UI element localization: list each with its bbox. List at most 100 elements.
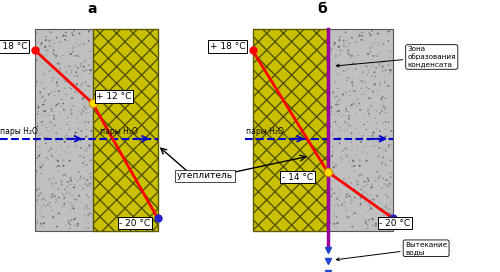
Point (44, 149, 52, 153)
Point (54, 61, 62, 66)
Point (357, 140, 365, 144)
Point (56, 153, 64, 157)
Point (46, 177, 54, 181)
Point (364, 177, 372, 181)
Point (369, 45, 377, 49)
Point (52, 34, 60, 38)
Point (358, 92, 366, 96)
Point (64, 80, 72, 85)
Point (38, 132, 46, 136)
Point (70, 182, 78, 187)
Point (365, 112, 373, 116)
Point (72, 114, 80, 118)
Point (386, 175, 394, 180)
Point (348, 149, 356, 153)
Point (85, 143, 93, 147)
Point (86, 146, 94, 150)
Point (37, 198, 45, 202)
Point (330, 211, 338, 216)
Point (82, 96, 90, 100)
Point (326, 122, 334, 126)
Point (386, 55, 394, 60)
Point (68, 218, 76, 222)
Point (80, 120, 88, 125)
Point (33, 79, 41, 84)
Point (42, 187, 50, 191)
Point (77, 51, 85, 55)
Point (36, 94, 44, 98)
Point (71, 45, 79, 49)
Point (378, 95, 386, 99)
Point (74, 126, 82, 131)
Point (86, 128, 94, 132)
Point (356, 53, 364, 57)
Point (386, 72, 394, 76)
Point (383, 178, 391, 182)
Point (344, 122, 351, 126)
Point (381, 219, 389, 224)
Point (360, 122, 368, 126)
Point (87, 137, 95, 142)
Point (50, 75, 58, 80)
Point (72, 143, 80, 147)
Point (82, 135, 90, 139)
Point (44, 65, 52, 69)
Point (334, 75, 342, 79)
Point (52, 52, 60, 56)
Point (82, 149, 90, 153)
Point (42, 78, 50, 82)
Point (43, 128, 51, 133)
Point (56, 201, 64, 205)
Point (40, 136, 48, 140)
Point (368, 60, 376, 64)
Point (36, 175, 44, 179)
Point (75, 110, 83, 114)
Point (43, 135, 51, 140)
Point (366, 49, 374, 53)
Point (70, 115, 78, 119)
Point (78, 118, 86, 122)
Point (356, 196, 364, 200)
Point (364, 178, 372, 183)
Point (84, 122, 92, 126)
Point (343, 78, 351, 82)
Point (52, 131, 60, 135)
Point (332, 123, 340, 127)
Point (70, 174, 78, 179)
Point (68, 193, 76, 197)
Point (386, 185, 394, 189)
Point (35, 47, 43, 51)
Point (60, 78, 68, 83)
Point (376, 200, 384, 205)
Point (77, 83, 85, 88)
Point (350, 77, 358, 82)
Point (86, 200, 94, 205)
Point (382, 135, 390, 139)
Point (348, 103, 356, 107)
Point (384, 111, 392, 115)
Point (376, 146, 384, 150)
Point (386, 200, 394, 205)
Point (40, 215, 48, 219)
Point (60, 64, 68, 69)
Point (82, 120, 90, 124)
Point (340, 44, 348, 48)
Point (370, 143, 378, 147)
Point (44, 177, 52, 182)
Point (335, 45, 343, 49)
Point (60, 203, 68, 207)
Point (47, 30, 55, 35)
Point (86, 211, 94, 215)
Point (58, 179, 66, 184)
Text: пары H₂O: пары H₂O (0, 126, 38, 136)
Point (336, 98, 344, 102)
Point (38, 62, 46, 66)
Point (63, 190, 71, 194)
Point (352, 153, 360, 157)
Point (371, 224, 379, 228)
Point (330, 198, 338, 202)
Point (67, 158, 75, 163)
Point (36, 160, 44, 165)
Point (86, 144, 94, 148)
Point (66, 151, 74, 156)
